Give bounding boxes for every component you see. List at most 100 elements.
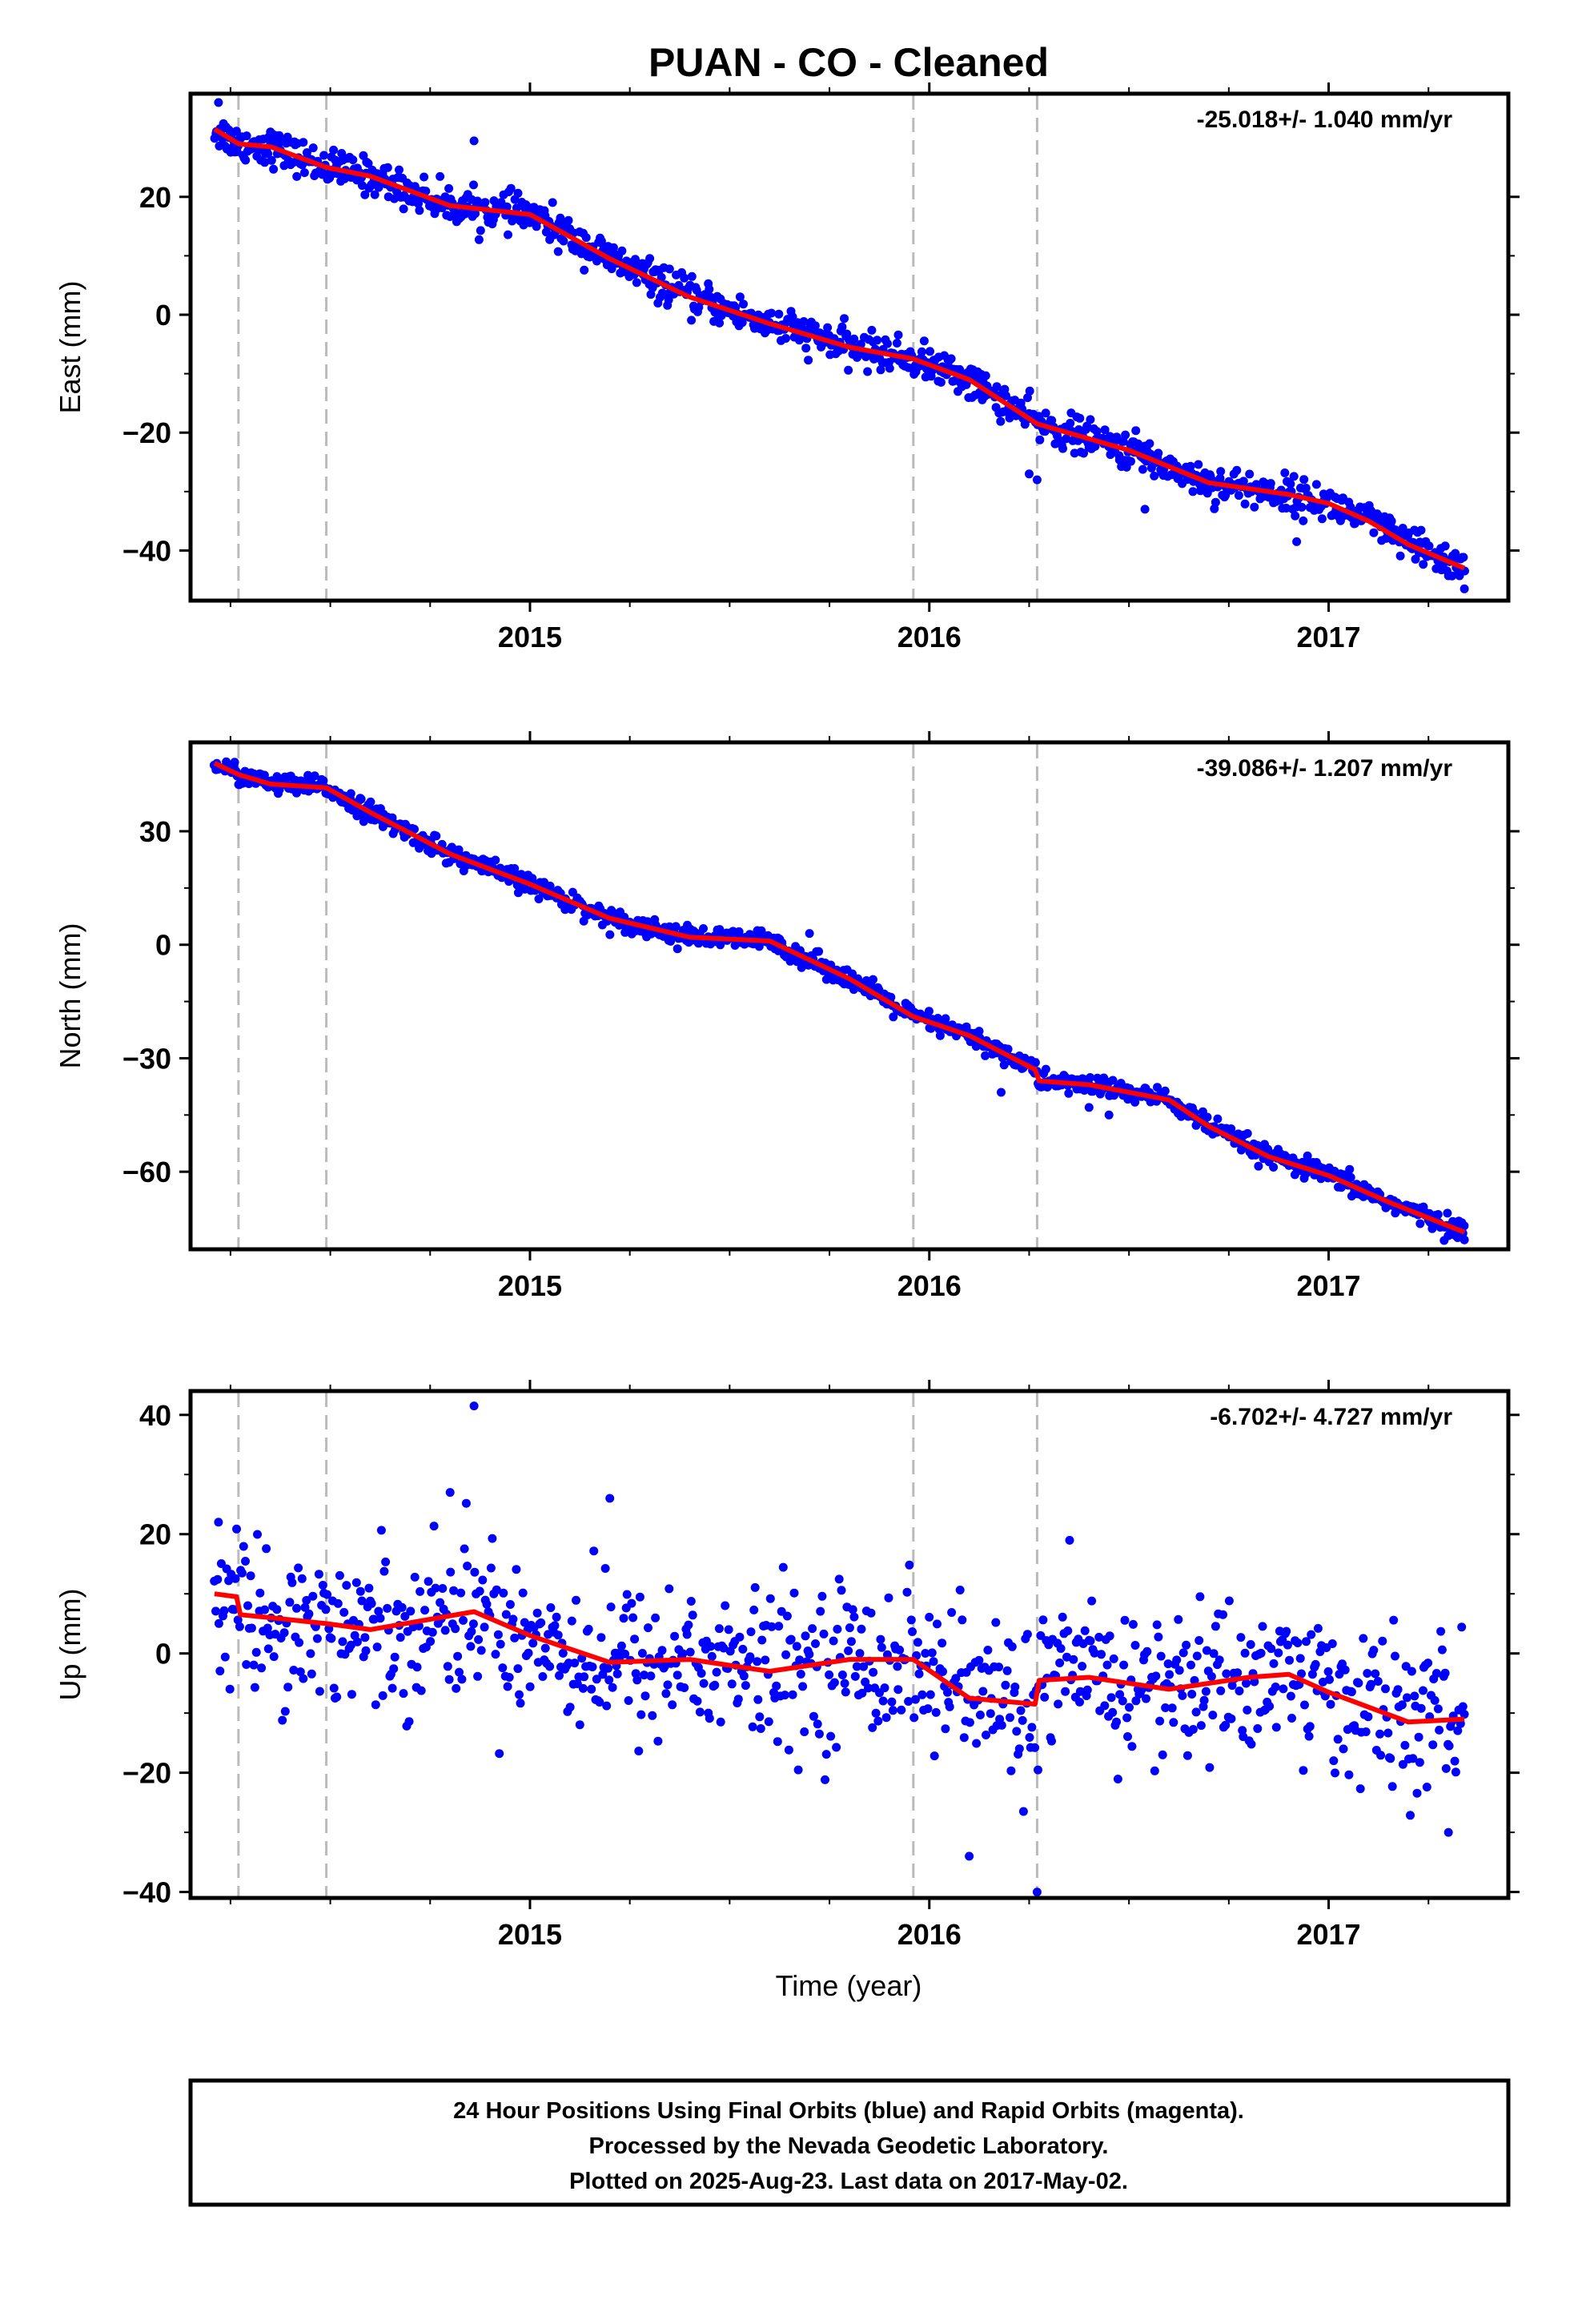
- east-point: [645, 254, 655, 263]
- north-point: [673, 944, 682, 954]
- north-x-tick-label: 2017: [1296, 1269, 1360, 1302]
- up-point: [923, 1704, 933, 1714]
- east-point: [1280, 468, 1290, 477]
- up-point: [1242, 1679, 1251, 1688]
- up-point: [379, 1566, 389, 1576]
- up-point: [673, 1671, 682, 1680]
- up-point: [832, 1743, 841, 1752]
- east-point: [844, 365, 853, 375]
- up-point: [1389, 1615, 1399, 1625]
- up-point: [699, 1679, 709, 1688]
- up-point: [400, 1611, 410, 1621]
- up-point: [241, 1557, 250, 1566]
- up-point: [513, 1664, 523, 1674]
- footer-line-3: Plotted on 2025-Aug-23. Last data on 201…: [569, 2169, 1128, 2194]
- up-point: [881, 1713, 891, 1723]
- up-point: [1444, 1741, 1454, 1751]
- up-point: [1082, 1685, 1092, 1695]
- north-point: [1104, 1110, 1114, 1120]
- east-x-tick-label: 2017: [1296, 621, 1360, 653]
- up-point: [367, 1598, 376, 1608]
- east-point: [559, 236, 568, 246]
- up-point: [1102, 1660, 1112, 1670]
- up-point: [1055, 1659, 1065, 1667]
- east-point: [715, 318, 725, 328]
- up-point: [808, 1624, 817, 1634]
- north-point: [1160, 1086, 1170, 1096]
- east-point: [632, 278, 641, 287]
- up-point: [255, 1588, 265, 1598]
- up-point: [855, 1649, 865, 1659]
- east-point: [607, 264, 616, 274]
- up-point: [1075, 1687, 1085, 1696]
- up-point: [339, 1607, 349, 1617]
- up-point: [495, 1749, 504, 1759]
- up-point: [628, 1613, 638, 1622]
- up-point: [1233, 1668, 1243, 1678]
- east-point: [504, 230, 512, 239]
- up-point: [364, 1583, 374, 1593]
- up-point: [668, 1700, 677, 1710]
- up-point: [294, 1563, 303, 1573]
- up-point: [550, 1621, 560, 1630]
- up-point: [1295, 1654, 1305, 1663]
- up-point: [211, 1606, 220, 1616]
- up-point: [307, 1669, 316, 1679]
- up-point: [755, 1712, 765, 1722]
- up-point: [352, 1637, 362, 1647]
- up-point: [480, 1622, 489, 1632]
- up-point: [461, 1498, 471, 1508]
- up-point: [959, 1733, 969, 1743]
- east-point: [1025, 469, 1034, 479]
- up-point: [598, 1670, 608, 1679]
- up-point: [965, 1852, 974, 1861]
- east-point: [241, 155, 251, 165]
- up-point: [605, 1494, 615, 1503]
- north-point: [1213, 1114, 1223, 1124]
- north-point: [1460, 1221, 1469, 1231]
- up-point: [661, 1689, 671, 1699]
- up-point: [848, 1605, 857, 1614]
- up-point: [895, 1645, 905, 1655]
- up-point: [592, 1675, 601, 1684]
- up-point: [604, 1663, 612, 1673]
- up-point: [1012, 1727, 1022, 1736]
- up-point: [604, 1675, 614, 1685]
- up-point: [565, 1703, 575, 1712]
- up-point: [616, 1641, 626, 1651]
- east-point: [1411, 554, 1420, 564]
- up-point: [1174, 1614, 1183, 1624]
- up-point: [902, 1587, 912, 1597]
- up-point: [887, 1697, 897, 1707]
- up-point: [721, 1601, 730, 1610]
- east-point: [849, 334, 859, 344]
- east-point: [1215, 473, 1225, 483]
- up-point: [1227, 1681, 1237, 1691]
- up-point: [1208, 1711, 1218, 1720]
- east-point: [1134, 439, 1143, 448]
- up-point: [765, 1594, 775, 1603]
- up-point: [707, 1651, 717, 1661]
- north-point: [1108, 1076, 1118, 1085]
- up-point: [440, 1626, 450, 1635]
- up-point: [761, 1655, 770, 1665]
- north-y-tick-label: 30: [139, 815, 171, 848]
- up-point: [220, 1652, 230, 1662]
- up-point: [695, 1707, 705, 1717]
- up-point: [816, 1606, 825, 1616]
- east-point: [664, 296, 673, 304]
- east-point: [1194, 460, 1203, 469]
- up-point: [811, 1639, 820, 1648]
- up-point: [1201, 1687, 1211, 1696]
- up-point: [567, 1616, 576, 1626]
- up-point: [1062, 1652, 1071, 1662]
- east-point: [1032, 475, 1042, 485]
- up-point: [727, 1679, 737, 1689]
- up-point: [1422, 1783, 1431, 1791]
- east-point: [420, 172, 429, 182]
- up-point: [1174, 1666, 1184, 1675]
- up-point: [1207, 1672, 1216, 1681]
- east-point: [299, 168, 309, 178]
- up-point: [1127, 1742, 1137, 1751]
- north-point: [974, 1027, 984, 1036]
